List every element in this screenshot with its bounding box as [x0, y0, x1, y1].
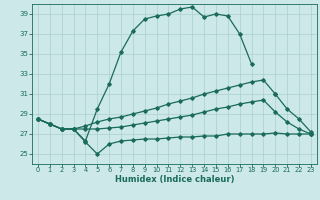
- X-axis label: Humidex (Indice chaleur): Humidex (Indice chaleur): [115, 175, 234, 184]
